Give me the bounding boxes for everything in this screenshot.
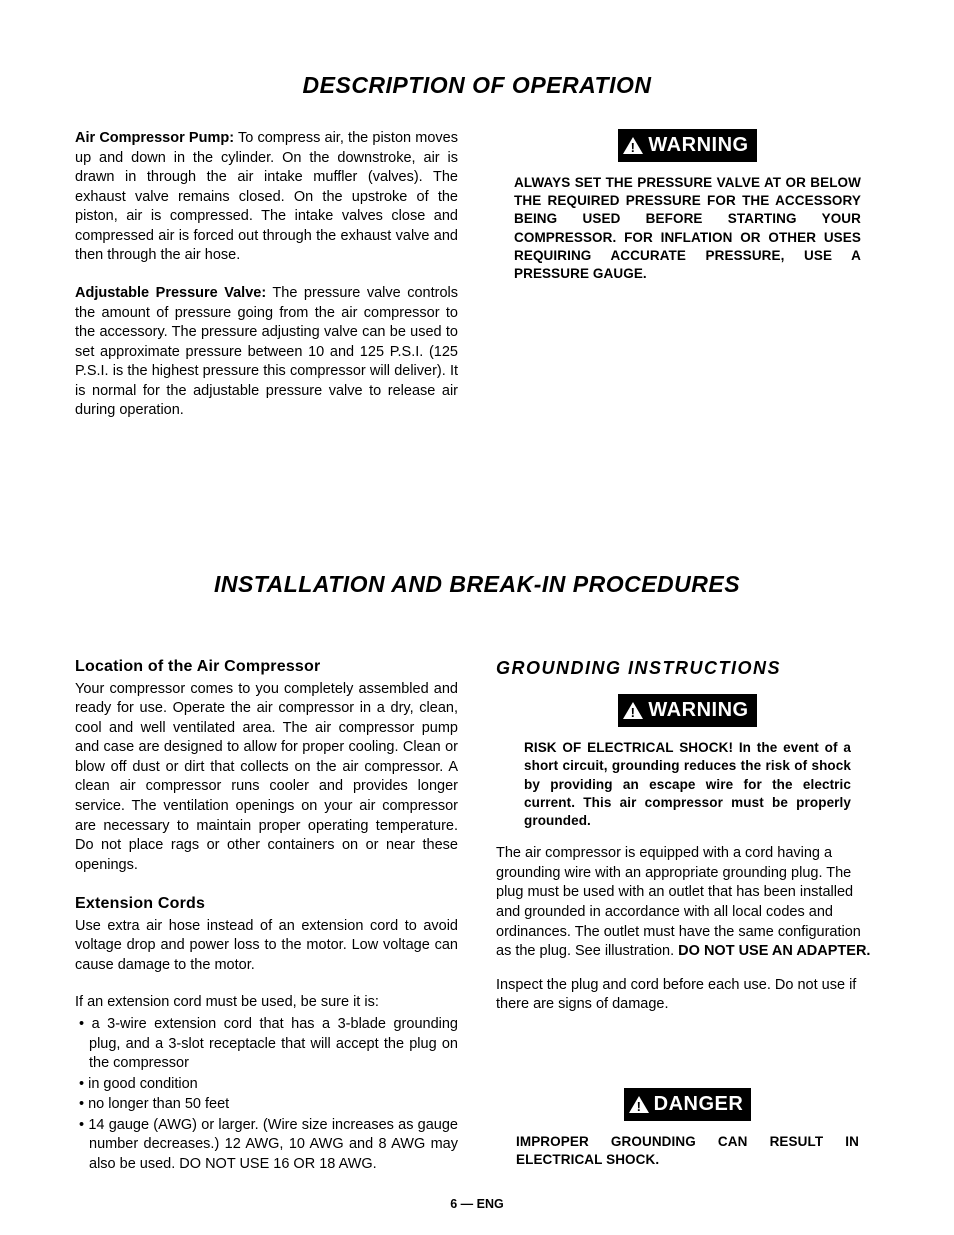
section2-right-col: GROUNDING INSTRUCTIONS ! WARNING RISK OF… (496, 656, 879, 1183)
danger-text: DANGER (654, 1091, 744, 1118)
section-title-description: DESCRIPTION OF OPERATION (75, 70, 879, 101)
danger-body: IMPROPER GROUNDING CAN RESULT IN ELECTRI… (496, 1133, 879, 1169)
list-item: 14 gauge (AWG) or larger. (Wire size inc… (75, 1116, 458, 1175)
lead-valve: Adjustable Pressure Valve: (75, 285, 266, 301)
para-grounding-1: The air compressor is equipped with a co… (496, 844, 879, 961)
grounding-bold: DO NOT USE AN ADAPTER. (678, 943, 870, 959)
section-title-installation: INSTALLATION AND BREAK-IN PROCEDURES (75, 569, 879, 600)
svg-text:!: ! (631, 705, 636, 720)
warning-text-2: WARNING (648, 697, 748, 724)
para-pump: Air Compressor Pump: To compress air, th… (75, 129, 458, 266)
para-grounding-2: Inspect the plug and cord before each us… (496, 976, 879, 1015)
svg-text:!: ! (636, 1099, 641, 1114)
warning-label-2: ! WARNING (608, 694, 768, 727)
extension-bullets: a 3-wire extension cord that has a 3-bla… (75, 1015, 458, 1175)
page-footer: 6 — ENG (0, 1196, 954, 1213)
warning-triangle-icon: ! (628, 1095, 650, 1114)
lead-pump: Air Compressor Pump: (75, 130, 234, 146)
list-item: in good condition (75, 1075, 458, 1095)
warning-triangle-icon: ! (622, 136, 644, 155)
danger-label: ! DANGER (608, 1088, 768, 1121)
section1-columns: Air Compressor Pump: To compress air, th… (75, 129, 879, 439)
para-valve: Adjustable Pressure Valve: The pressure … (75, 284, 458, 421)
heading-grounding: GROUNDING INSTRUCTIONS (496, 656, 879, 680)
list-item: no longer than 50 feet (75, 1095, 458, 1115)
section1-right-col: ! WARNING ALWAYS SET THE PRESSURE VALVE … (496, 129, 879, 439)
warning-body-2: RISK OF ELECTRICAL SHOCK! In the event o… (496, 739, 879, 830)
warning-label-1: ! WARNING (608, 129, 768, 162)
heading-extension: Extension Cords (75, 893, 458, 915)
list-item: a 3-wire extension cord that has a 3-bla… (75, 1015, 458, 1074)
para-extension-1: Use extra air hose instead of an extensi… (75, 917, 458, 976)
warning-triangle-icon: ! (622, 701, 644, 720)
body-pump: To compress air, the piston moves up and… (75, 130, 458, 263)
body-valve: The pressure valve controls the amount o… (75, 285, 458, 418)
para-extension-2: If an extension cord must be used, be su… (75, 993, 458, 1013)
heading-location: Location of the Air Compressor (75, 656, 458, 678)
warning-text-1: WARNING (648, 132, 748, 159)
section2-left-col: Location of the Air Compressor Your comp… (75, 656, 458, 1183)
section2-columns: Location of the Air Compressor Your comp… (75, 656, 879, 1183)
svg-text:!: ! (631, 140, 636, 155)
warning-body-1: ALWAYS SET THE PRESSURE VALVE AT OR BELO… (496, 174, 879, 283)
section1-left-col: Air Compressor Pump: To compress air, th… (75, 129, 458, 439)
para-location: Your compressor comes to you completely … (75, 680, 458, 876)
